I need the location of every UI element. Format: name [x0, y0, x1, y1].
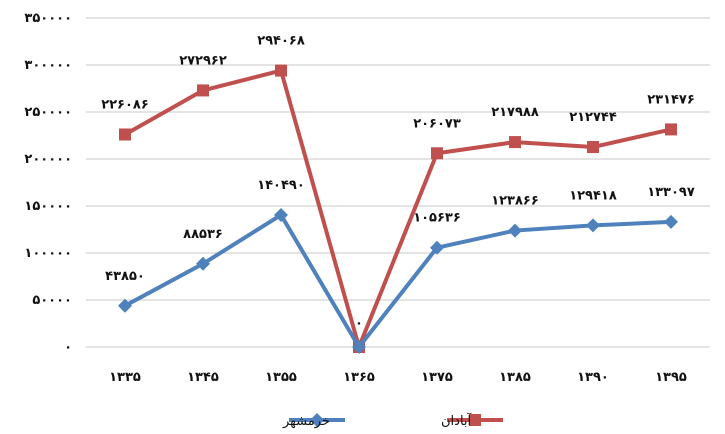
data-label: ۱۴۰۴۹۰: [257, 178, 305, 193]
data-label: ۲۲۶۰۸۶: [101, 97, 149, 112]
data-point: [665, 123, 677, 136]
legend-label: آبادان: [441, 412, 473, 429]
data-point: [431, 147, 443, 160]
x-axis-ticks: ۱۳۳۵ ۱۳۴۵ ۱۳۵۵ ۱۳۶۵ ۱۳۷۵ ۱۳۸۵ ۱۳۹۰ ۱۳۹۵: [109, 370, 687, 385]
y-tick-label: ۳۵۰۰۰۰: [24, 11, 72, 26]
x-tick-label: ۱۳۶۵: [343, 370, 375, 385]
data-labels: ۲۲۶۰۸۶ ۲۷۲۹۶۲ ۲۹۴۰۶۸ ۲۰۶۰۷۳ ۲۱۷۹۸۸ ۲۱۲۷۴۴ ۲۳۱۴…: [101, 34, 695, 331]
data-point: [196, 256, 210, 271]
data-point: [586, 218, 600, 233]
x-tick-label: ۱۳۵۵: [265, 370, 297, 385]
data-label: ۲۰۶۰۷۳: [413, 116, 461, 131]
data-point: [118, 298, 132, 313]
y-tick-label: ۱۵۰۰۰۰: [24, 199, 72, 214]
data-label: ۴۳۸۵۰: [105, 269, 145, 284]
data-point: [509, 136, 521, 149]
data-point: [197, 84, 209, 97]
y-tick-label: ۰: [64, 340, 72, 355]
x-tick-label: ۱۳۴۵: [187, 370, 219, 385]
data-point: [508, 223, 522, 238]
legend: آبادان خرمشهر: [282, 412, 503, 429]
data-point: [587, 141, 599, 154]
data-label: ۲۹۴۰۶۸: [257, 34, 305, 49]
x-tick-label: ۱۳۳۵: [109, 370, 141, 385]
data-label: ۸۸۵۳۶: [183, 227, 223, 242]
data-label: ۲۱۲۷۴۴: [569, 110, 617, 125]
legend-marker: [469, 414, 481, 426]
x-tick-label: ۱۳۸۵: [499, 370, 531, 385]
data-label: ۱۲۳۸۶۶: [491, 194, 539, 209]
y-tick-label: ۲۰۰۰۰۰: [24, 152, 72, 167]
y-tick-label: ۳۰۰۰۰۰: [24, 58, 72, 73]
series-lines: [118, 64, 678, 354]
data-label: ۱۳۳۰۹۷: [647, 185, 695, 200]
data-label: ۱۰۵۶۳۶: [413, 211, 461, 226]
data-point: [664, 214, 678, 229]
series-line: [124, 68, 672, 349]
data-label: ۱۲۹۴۱۸: [569, 188, 617, 203]
y-tick-label: ۱۰۰۰۰۰: [24, 246, 72, 261]
data-label: ۲۳۱۴۷۶: [647, 92, 695, 107]
data-point: [274, 207, 288, 222]
data-label: ۲۷۲۹۶۲: [179, 53, 227, 68]
series-line: [124, 212, 672, 349]
legend-label: خرمشهر: [282, 414, 330, 429]
y-tick-label: ۲۵۰۰۰۰: [24, 105, 72, 120]
x-tick-label: ۱۳۹۵: [655, 370, 687, 385]
data-label: ۲۱۷۹۸۸: [491, 105, 539, 120]
y-axis-ticks: ۰ ۵۰۰۰۰ ۱۰۰۰۰۰ ۱۵۰۰۰۰ ۲۰۰۰۰۰ ۲۵۰۰۰۰ ۳۰۰۰۰۰ ۳۵۰۰…: [24, 11, 72, 355]
data-point: [119, 128, 131, 141]
legend-marker: [310, 413, 324, 427]
data-label: ۰: [355, 316, 363, 331]
y-tick-label: ۵۰۰۰۰: [32, 293, 72, 308]
data-point: [275, 64, 287, 77]
data-point: [430, 240, 444, 255]
x-tick-label: ۱۳۷۵: [421, 370, 453, 385]
data-point: [352, 340, 366, 354]
x-tick-label: ۱۳۹۰: [577, 370, 609, 385]
